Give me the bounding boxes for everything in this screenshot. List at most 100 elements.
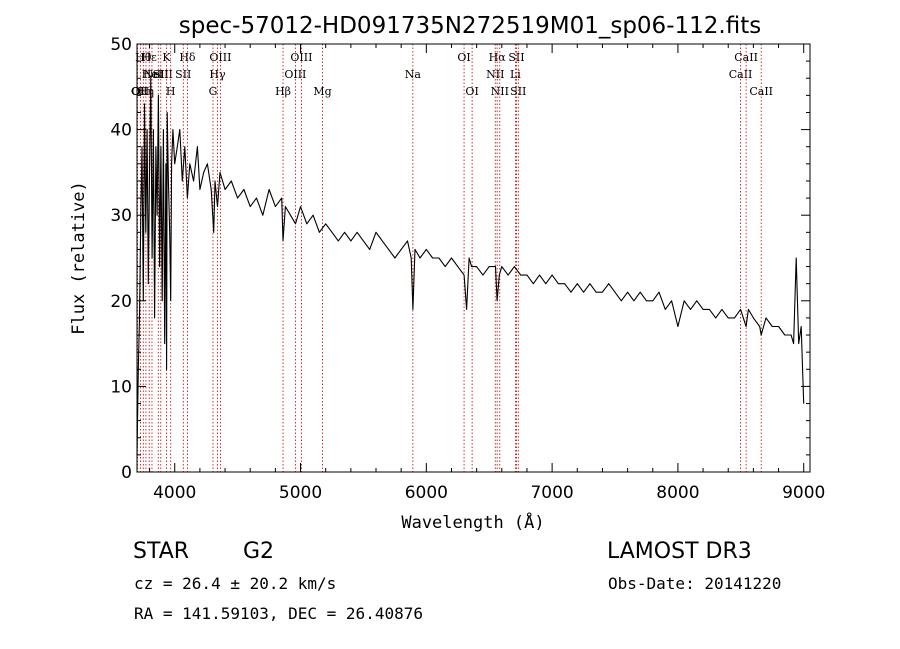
data-point (608, 283, 610, 285)
data-point (658, 291, 660, 293)
data-point (468, 257, 470, 259)
x-tick-label: 4000 (153, 483, 196, 503)
y-axis-label: Flux (relative) (69, 181, 89, 335)
velocity-readout: cz = 26.4 ± 20.2 km/s (134, 574, 337, 593)
data-point (444, 266, 446, 267)
data-point (179, 129, 181, 131)
data-point (158, 95, 159, 96)
data-point (414, 249, 416, 250)
data-point (696, 300, 698, 302)
data-point (742, 317, 744, 319)
line-label-8498: CaII (729, 68, 753, 81)
data-point (262, 214, 264, 216)
data-point (176, 146, 178, 148)
data-point (407, 240, 408, 242)
line-label-3797: Hε (142, 51, 158, 64)
data-point (356, 231, 358, 233)
data-point (181, 180, 183, 182)
series-flux (136, 77, 805, 455)
data-point (207, 163, 208, 165)
data-point (164, 343, 166, 344)
data-point (217, 206, 218, 208)
data-point (570, 291, 572, 293)
data-point (153, 129, 154, 131)
data-point (146, 129, 148, 131)
data-point (432, 257, 433, 259)
line-label-5893: Na (405, 68, 422, 81)
data-point (155, 146, 157, 148)
data-point (463, 274, 465, 276)
y-tick-label: 10 (110, 377, 132, 397)
data-point (748, 309, 749, 310)
data-point (532, 283, 534, 285)
spectrum-series (136, 77, 805, 456)
data-point (664, 309, 666, 310)
data-point (375, 231, 377, 233)
data-point (290, 214, 291, 216)
data-point (325, 223, 327, 225)
line-label-6731: SII (510, 85, 526, 98)
line-label-4068: SII (175, 68, 191, 81)
data-point (784, 334, 786, 336)
line-label-8542: CaII (734, 51, 758, 64)
data-point (171, 163, 173, 165)
data-point (237, 197, 239, 199)
data-point (793, 343, 794, 344)
data-point (671, 300, 672, 302)
data-point (145, 231, 147, 233)
data-point (193, 180, 195, 182)
data-point (281, 197, 283, 199)
data-point (457, 266, 459, 267)
line-label-8662: CaII (749, 85, 773, 98)
data-point (197, 146, 198, 148)
data-point (268, 189, 270, 190)
line-label-4304: G (209, 85, 218, 98)
data-point (633, 300, 635, 302)
y-tick-label: 40 (110, 121, 132, 141)
data-point (425, 249, 427, 250)
line-label-4340: Hγ (209, 68, 226, 81)
data-point (295, 223, 296, 225)
data-point (151, 257, 153, 259)
data-point (163, 129, 164, 131)
data-point (144, 103, 145, 105)
survey-name: LAMOST DR3 (607, 539, 752, 564)
data-point (466, 309, 467, 310)
data-point (595, 291, 597, 293)
data-point (790, 334, 792, 336)
line-label-6584: NII (491, 85, 509, 98)
data-point (224, 189, 226, 190)
data-point (166, 368, 168, 370)
x-tick-label: 7000 (530, 483, 573, 503)
line-label-4101: Hδ (179, 51, 196, 64)
data-point (400, 249, 402, 250)
data-point (438, 257, 440, 259)
data-point (344, 231, 345, 233)
data-point (627, 291, 628, 293)
data-point (800, 326, 802, 327)
data-point (141, 146, 143, 148)
data-point (213, 231, 215, 233)
x-axis-label: Wavelength (Å) (401, 511, 544, 533)
data-point (300, 206, 301, 208)
data-point (498, 274, 500, 276)
data-point (161, 300, 163, 302)
line-label-6563: Hα (489, 51, 507, 64)
spectral-subclass: G2 (243, 539, 275, 564)
data-point (520, 274, 522, 276)
data-point (275, 206, 276, 208)
data-point (412, 309, 414, 310)
data-point (740, 309, 741, 310)
line-label-6548: NII (486, 68, 504, 81)
data-point (187, 197, 188, 199)
data-point (381, 240, 383, 242)
data-point (545, 283, 547, 285)
data-point (495, 266, 496, 267)
data-point (646, 300, 647, 302)
data-point (282, 240, 284, 242)
data-point (526, 274, 528, 276)
line-label-6708: Li (510, 68, 521, 81)
data-point (760, 334, 762, 336)
coordinates-readout: RA = 141.59103, DEC = 26.40876 (134, 604, 423, 623)
